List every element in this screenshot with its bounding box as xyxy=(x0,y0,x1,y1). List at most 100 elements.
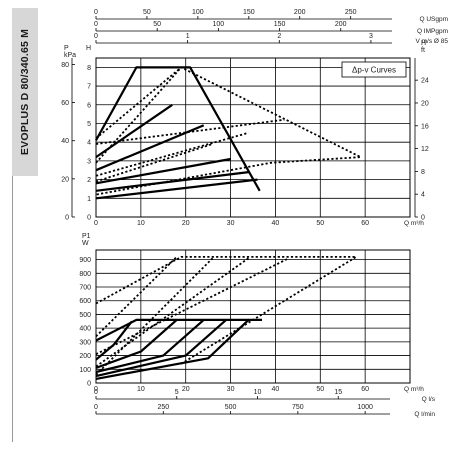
top-axis-tick-label: 50 xyxy=(153,21,161,28)
w-tick-label: 600 xyxy=(79,298,91,305)
bottom-x-tick-label: 50 xyxy=(316,386,324,393)
kpa-tick-label: 80 xyxy=(61,62,69,69)
power-dotted-curve-7 xyxy=(95,256,178,338)
bottom-x-axis-label: Q m³/h xyxy=(404,386,424,393)
ft-tick-label: 16 xyxy=(421,123,429,130)
h-tick-label: 3 xyxy=(87,158,91,165)
h-tick-label: 8 xyxy=(87,65,91,72)
dotted-curve-8 xyxy=(95,118,285,145)
bottom-axis-tick-label: 0 xyxy=(94,389,98,396)
top-axis-tick-label: 100 xyxy=(213,21,225,28)
w-tick-label: 800 xyxy=(79,271,91,278)
h-tick-label: 2 xyxy=(87,177,91,184)
bottom-axis-label: Q l/min xyxy=(414,411,435,418)
bottom-axis-tick-label: 1000 xyxy=(357,404,373,411)
bottom-x-tick-label: 30 xyxy=(227,386,235,393)
legend-box xyxy=(341,61,407,78)
power-dotted-curve-6 xyxy=(95,255,358,365)
h-tick-label: 0 xyxy=(87,215,91,222)
h-tick-label: 1 xyxy=(87,196,91,203)
h-axis-title: H xyxy=(86,45,91,52)
bottom-x-tick-label: 10 xyxy=(137,386,145,393)
top-axis-label: V m/s Ø 85 xyxy=(415,38,448,45)
top-x-tick-label: 60 xyxy=(361,220,369,227)
top-axis-tick-label: 0 xyxy=(94,9,98,16)
power-dotted-curve-9 xyxy=(95,257,250,368)
top-axis-tick-label: 200 xyxy=(294,9,306,16)
kpa-tick-label: 0 xyxy=(65,215,69,222)
bottom-axis-tick-label: 5 xyxy=(175,389,179,396)
top-axis-tick-label: 50 xyxy=(143,9,151,16)
top-axis-tick-label: 2 xyxy=(277,33,281,40)
top-axis-tick-label: 200 xyxy=(335,21,347,28)
bottom-axis-label: Q l/s xyxy=(422,396,436,403)
bottom-axis-tick-label: 750 xyxy=(292,404,304,411)
top-x-axis-label: Q m³/h xyxy=(404,220,424,227)
top-x-tick-label: 30 xyxy=(227,220,235,227)
w-tick-label: 0 xyxy=(87,381,91,388)
ft-tick-label: 20 xyxy=(421,100,429,107)
dotted-curve-7 xyxy=(95,66,182,164)
power-solid-curve-3 xyxy=(95,319,205,374)
top-x-tick-label: 0 xyxy=(94,220,98,227)
h-tick-label: 5 xyxy=(87,121,91,128)
dotted-curve-9 xyxy=(95,131,249,177)
w-tick-label: 400 xyxy=(79,326,91,333)
w-tick-label: 500 xyxy=(79,312,91,319)
bottom-axis-tick-label: 250 xyxy=(157,404,169,411)
h-tick-label: 7 xyxy=(87,84,91,91)
w-tick-label: 700 xyxy=(79,285,91,292)
h-tick-label: 6 xyxy=(87,102,91,109)
top-axis-tick-label: 100 xyxy=(192,9,204,16)
top-x-tick-label: 50 xyxy=(316,220,324,227)
dotted-curve-10 xyxy=(95,143,213,183)
model-tab xyxy=(12,8,38,176)
top-axis-tick-label: 1 xyxy=(186,33,190,40)
bottom-axis-tick-label: 10 xyxy=(254,389,262,396)
w-tick-label: 200 xyxy=(79,353,91,360)
top-axis-tick-label: 0 xyxy=(94,21,98,28)
top-axis-label: Q IMPgpm xyxy=(417,28,448,35)
bottom-x-tick-label: 40 xyxy=(272,386,280,393)
kpa-tick-label: 40 xyxy=(61,138,69,145)
power-solid-curve-2 xyxy=(95,319,178,369)
w-tick-label: 100 xyxy=(79,367,91,374)
w-tick-label: 900 xyxy=(79,257,91,264)
legend-text: Δp-v Curves xyxy=(352,66,396,75)
ft-tick-label: 8 xyxy=(421,169,425,176)
solid-curve-3 xyxy=(95,157,231,185)
kpa-tick-label: 20 xyxy=(61,176,69,183)
solid-curve-0 xyxy=(95,66,261,192)
top-x-tick-label: 40 xyxy=(272,220,280,227)
power-solid-curve-5 xyxy=(95,319,250,380)
top-axis-tick-label: 150 xyxy=(274,21,286,28)
power-dotted-curve-10 xyxy=(95,257,214,376)
kpa-tick-label: 60 xyxy=(61,100,69,107)
solid-curve-2 xyxy=(95,124,205,172)
top-x-tick-label: 10 xyxy=(137,220,145,227)
w-tick-label: 300 xyxy=(79,339,91,346)
bottom-axis-tick-label: 15 xyxy=(334,389,342,396)
ft-tick-label: 4 xyxy=(421,192,425,199)
bottom-x-tick-label: 0 xyxy=(94,386,98,393)
top-axis-tick-label: 150 xyxy=(243,9,255,16)
power-solid-curve-1 xyxy=(95,320,133,361)
top-axis-tick-label: 250 xyxy=(345,9,357,16)
top-axis-label: Q USgpm xyxy=(419,16,448,23)
p1-axis-title: P1 W xyxy=(82,233,91,247)
h-tick-label: 4 xyxy=(87,140,91,147)
bottom-plot-frame xyxy=(95,249,411,384)
side-divider xyxy=(12,176,13,442)
top-x-tick-label: 20 xyxy=(182,220,190,227)
bottom-x-tick-label: 60 xyxy=(361,386,369,393)
power-dotted-curve-8 xyxy=(95,257,290,356)
ft-tick-label: 24 xyxy=(421,78,429,85)
bottom-axis-tick-label: 0 xyxy=(94,404,98,411)
solid-curve-5 xyxy=(95,178,258,200)
power-solid-curve-4 xyxy=(95,319,227,378)
ft-tick-label: 0 xyxy=(421,215,425,222)
power-solid-curve-0 xyxy=(95,318,262,342)
